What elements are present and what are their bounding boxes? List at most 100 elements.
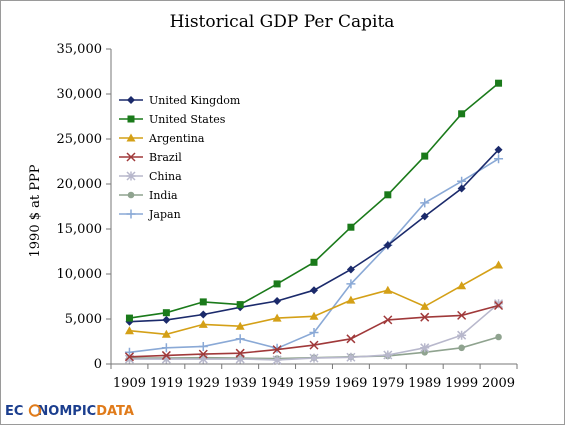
data-point: [273, 280, 281, 288]
data-point: [235, 334, 245, 344]
y-tick-label: 20,000: [57, 177, 103, 192]
data-point: [126, 209, 136, 219]
series-line-argentina: [129, 264, 499, 336]
data-point: [494, 299, 504, 309]
data-point: [198, 354, 208, 364]
data-point: [124, 326, 134, 335]
legend-label: Argentina: [148, 132, 205, 145]
data-point: [125, 314, 133, 322]
series-brazil: [124, 300, 504, 362]
data-point: [127, 191, 135, 199]
data-point: [420, 212, 429, 221]
logo-o-circle-icon: [28, 404, 42, 417]
data-point: [346, 279, 356, 289]
data-point: [199, 298, 207, 306]
data-point: [273, 297, 282, 305]
data-point: [458, 344, 465, 352]
data-point: [494, 300, 504, 311]
legend-entry-brazil: Brazil: [119, 151, 182, 164]
data-point: [199, 310, 208, 319]
legend-label: United Kingdom: [149, 94, 241, 107]
data-point: [124, 354, 134, 364]
series-japan: [124, 154, 504, 357]
y-tick-label: 10,000: [57, 267, 103, 282]
y-tick-label: 30,000: [57, 87, 103, 102]
data-point: [310, 286, 318, 295]
legend-entry-china: China: [119, 170, 182, 183]
chart-title: Historical GDP Per Capita: [170, 12, 395, 32]
y-tick-label: 25,000: [57, 132, 103, 147]
data-point: [457, 184, 466, 193]
data-point: [124, 352, 134, 362]
data-point: [198, 341, 208, 351]
data-point: [420, 301, 430, 310]
x-tick-label: 2009: [482, 376, 515, 391]
data-point: [347, 223, 355, 231]
data-point: [420, 343, 430, 353]
data-point: [421, 152, 429, 160]
data-point: [457, 330, 467, 340]
logo-text-nompic: NOMPIC: [37, 404, 96, 419]
data-point: [383, 241, 392, 250]
series-united-kingdom: [125, 145, 503, 326]
x-tick-label: 1929: [187, 376, 220, 391]
y-tick-label: 0: [94, 357, 102, 372]
legend-entry-united-states: United States: [119, 113, 226, 126]
data-point: [235, 354, 245, 364]
x-tick-label: 1999: [445, 376, 478, 391]
plot-area: [124, 79, 504, 365]
legend-label: United States: [149, 113, 226, 126]
legend-label: China: [149, 170, 182, 183]
y-tick-label: 15,000: [57, 222, 103, 237]
data-point: [126, 133, 136, 142]
axes: [106, 48, 518, 369]
data-point: [457, 176, 467, 186]
data-point: [309, 340, 319, 350]
x-tick-label: 1909: [113, 376, 146, 391]
y-axis-label: 1990 $ at PPP: [28, 164, 43, 257]
data-point: [309, 353, 319, 363]
legend-label: Brazil: [149, 151, 182, 164]
data-point: [162, 309, 170, 317]
series-united-states: [125, 79, 503, 322]
series-china: [124, 299, 504, 365]
data-point: [161, 329, 171, 338]
data-point: [420, 198, 430, 208]
data-point: [309, 328, 319, 337]
y-tick-label: 5,000: [65, 312, 102, 327]
data-point: [495, 79, 503, 87]
data-point: [198, 319, 208, 328]
data-point: [272, 343, 282, 353]
data-point: [495, 333, 502, 341]
x-tick-label: 1919: [150, 376, 183, 391]
data-point: [235, 321, 245, 330]
logo-text-ec: EC: [5, 404, 23, 419]
data-point: [272, 345, 282, 355]
data-point: [127, 115, 135, 123]
data-point: [383, 350, 393, 360]
data-point: [272, 313, 282, 322]
data-point: [346, 352, 356, 362]
data-point: [346, 295, 356, 304]
logo-text-data: DATA: [96, 404, 134, 419]
data-point: [198, 349, 208, 359]
data-point: [420, 312, 430, 322]
x-tick-label: 1939: [224, 376, 257, 391]
data-point: [346, 265, 355, 274]
data-point: [161, 354, 171, 364]
legend-entry-argentina: Argentina: [119, 132, 205, 145]
x-tick-label: 1969: [334, 376, 367, 391]
series-line-japan: [129, 158, 499, 354]
data-point: [457, 281, 467, 290]
data-point: [458, 110, 466, 118]
x-tick-label: 1979: [371, 376, 404, 391]
legend-entry-india: India: [119, 189, 178, 202]
economicdata-logo: EC NOMPICDATA: [5, 404, 134, 419]
data-point: [309, 311, 319, 320]
data-point: [127, 96, 135, 104]
data-point: [457, 310, 467, 320]
data-point: [384, 191, 392, 199]
